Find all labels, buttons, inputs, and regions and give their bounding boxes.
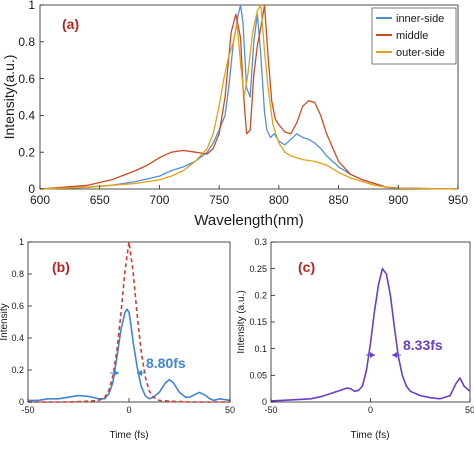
x-tick-label-c: -50	[264, 405, 277, 415]
y-tick-label-c: 0.15	[249, 317, 267, 327]
y-axis-label-b: Intensity	[0, 303, 10, 340]
y-tick-label-b: 0.4	[11, 333, 24, 343]
series-line-a-middle	[39, 4, 459, 190]
chart-panel-a: 600 650 700 750 800 850 900 950 00.20.40.60.81 …	[1, 0, 468, 229]
y-axis-label-a: Intensity(a.u.)	[1, 55, 17, 140]
y-tick-label-b: 0.6	[11, 301, 24, 311]
series-line-b-solid	[28, 308, 231, 402]
x-axis-label-b: Time (fs)	[109, 430, 148, 441]
legend-label-inner-side: inner-side	[396, 13, 444, 25]
x-axis-label-c: Time (fs)	[350, 430, 389, 441]
x-tick-label-a: 650	[90, 193, 110, 207]
legend-label-middle: middle	[396, 30, 428, 42]
y-tick-label-a: 0.6	[18, 72, 35, 86]
x-tick-label-b: -50	[21, 405, 34, 415]
chart-panel-b: -50 0 50 00.20.40.60.81 Time (fs) Intensit…	[0, 237, 235, 441]
x-tick-label-c: 0	[368, 405, 373, 415]
y-tick-label-c: 0	[262, 397, 267, 407]
y-tick-label-a: 0.2	[18, 145, 35, 159]
y-tick-label-c: 0.3	[254, 237, 267, 247]
fwhm-arrowhead-right-b	[137, 370, 142, 376]
fwhm-annotation-c: 8.33fs	[403, 337, 443, 353]
x-tick-label-a: 850	[329, 193, 349, 207]
x-tick-label-b: 0	[126, 405, 131, 415]
x-tick-label-a: 950	[448, 193, 468, 207]
y-tick-label-a: 0	[28, 182, 35, 196]
chart-panel-c: -50 0 50 00.050.10.150.20.250.3 Time (fs) …	[236, 237, 474, 441]
x-tick-label-a: 750	[209, 193, 229, 207]
x-tick-label-a: 600	[30, 193, 50, 207]
fwhm-marker-c	[366, 352, 401, 358]
series-line-a-inner-side	[39, 4, 459, 190]
y-tick-label-b: 0	[19, 397, 24, 407]
y-axis-label-c: Intensity (a.u.)	[236, 290, 247, 353]
fwhm-annotation-b: 8.80fs	[146, 355, 186, 371]
y-tick-label-c: 0.1	[254, 344, 267, 354]
x-tick-label-a: 700	[149, 193, 169, 207]
x-tick-label-a: 800	[269, 193, 289, 207]
panel-label-c: (c)	[298, 259, 315, 275]
legend-label-outer-side: outer-side	[396, 47, 445, 59]
panel-label-a: (a)	[62, 16, 79, 32]
panel-label-b: (b)	[52, 259, 70, 275]
y-tick-label-b: 1	[19, 237, 24, 247]
fwhm-marker-b	[110, 370, 146, 376]
y-tick-label-c: 0.25	[249, 264, 267, 274]
fwhm-arrowhead-right-c	[392, 352, 397, 358]
series-line-b-dashed	[28, 241, 230, 403]
series-line-c-solid	[270, 267, 471, 402]
y-tick-label-c: 0.2	[254, 290, 267, 300]
fwhm-arrowhead-left-b	[114, 370, 119, 376]
y-tick-label-a: 1	[28, 0, 35, 12]
x-tick-label-c: 50	[465, 405, 474, 415]
y-tick-label-a: 0.4	[18, 109, 35, 123]
y-tick-label-b: 0.2	[11, 365, 24, 375]
y-tick-label-c: 0.05	[249, 370, 267, 380]
x-tick-label-b: 50	[225, 405, 235, 415]
series-line-a-outer-side	[39, 4, 459, 190]
y-tick-label-b: 0.8	[11, 269, 24, 279]
plot-frame-a	[39, 4, 459, 190]
fwhm-arrowhead-left-c	[370, 352, 375, 358]
legend-a: inner-side middle outer-side	[371, 7, 457, 65]
y-tick-label-a: 0.8	[18, 35, 35, 49]
x-tick-label-a: 900	[388, 193, 408, 207]
x-axis-label-a: Wavelength(nm)	[194, 212, 303, 229]
